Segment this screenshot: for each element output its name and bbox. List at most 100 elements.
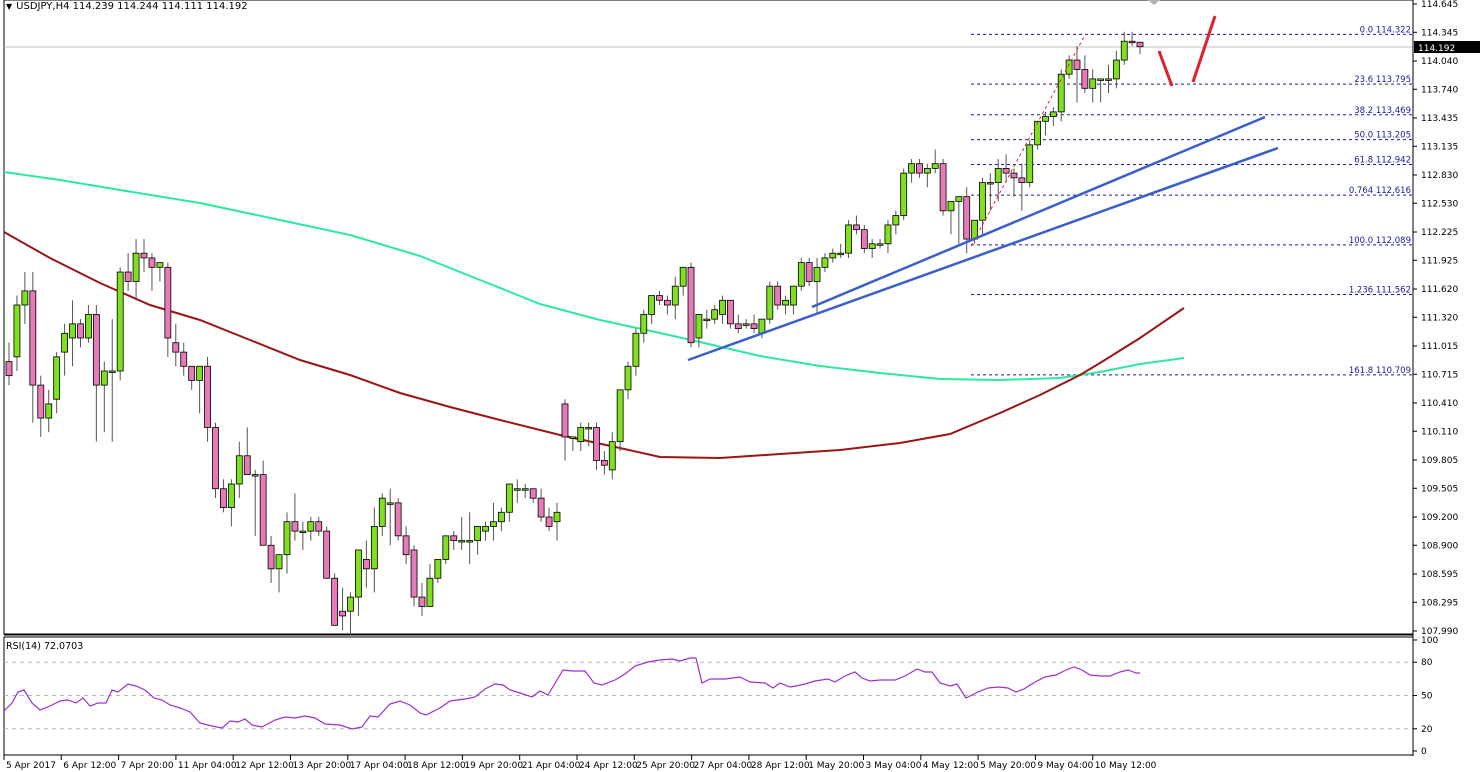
bull-candle <box>227 483 235 508</box>
bull-candle <box>442 535 450 560</box>
bear-candle <box>537 497 545 518</box>
time-tick-label: 27 Apr 04:00 <box>694 761 753 771</box>
dropdown-triangle-icon[interactable]: ▼ <box>6 2 13 11</box>
bull-candle <box>1089 78 1097 89</box>
time-tick-label: 7 Apr 20:00 <box>121 761 174 771</box>
rsi-tick-label: 80 <box>1421 658 1433 668</box>
bull-candle <box>648 295 656 315</box>
bull-candle <box>900 172 908 216</box>
bull-candle <box>13 304 21 358</box>
bear-candle <box>529 488 537 499</box>
price-tick-label: 114.645 <box>1421 0 1458 10</box>
bear-candle <box>410 549 418 598</box>
price-tick-label: 111.015 <box>1421 342 1458 352</box>
bear-candle <box>77 323 84 339</box>
bull-candle <box>235 455 243 485</box>
bull-candle <box>971 219 978 240</box>
bear-candle <box>204 365 211 428</box>
bear-candle <box>212 427 219 490</box>
bull-candle <box>790 285 797 306</box>
bear-candle <box>148 257 156 268</box>
price-tick-label: 111.320 <box>1421 313 1458 323</box>
fib-level-label: 100.0 112.089 <box>1349 236 1411 246</box>
bull-candle <box>892 215 900 226</box>
time-tick-label: 5 May 20:00 <box>980 761 1036 771</box>
bear-candle <box>1010 172 1018 179</box>
time-tick-label: 17 Apr 04:00 <box>350 761 409 771</box>
bull-candle <box>616 389 624 443</box>
bull-candle <box>908 163 915 174</box>
bear-candle <box>1128 40 1136 44</box>
bull-candle <box>884 224 892 245</box>
bull-candle <box>474 526 481 541</box>
bear-candle <box>188 365 196 381</box>
bear-candle <box>267 544 275 570</box>
bull-candle <box>100 370 108 386</box>
bull-candle <box>679 266 687 287</box>
bull-candle <box>116 271 124 372</box>
bear-candle <box>220 488 227 508</box>
bull-candle <box>671 285 679 306</box>
bull-candle <box>513 488 521 491</box>
bull-candle <box>577 427 585 443</box>
bear-candle <box>853 224 860 231</box>
bear-candle <box>339 610 346 617</box>
bull-candle <box>347 596 354 612</box>
fib-level-label: 0.764 112.616 <box>1349 186 1411 196</box>
bear-candle <box>180 351 188 367</box>
bull-candle <box>845 224 852 254</box>
bull-candle <box>569 436 577 439</box>
price-tick-label: 110.110 <box>1421 427 1458 437</box>
bear-candle <box>331 577 339 626</box>
bear-candle <box>323 530 331 579</box>
bear-candle <box>450 535 458 541</box>
bull-candle <box>931 163 939 169</box>
rsi-title: RSI(14) 72.0703 <box>6 641 84 652</box>
bull-candle <box>1120 40 1128 61</box>
bear-candle <box>1073 59 1081 70</box>
bull-candle <box>299 530 307 534</box>
bear-candle <box>29 290 37 386</box>
bull-candle <box>1097 78 1105 81</box>
bull-candle <box>426 577 434 607</box>
price-tick-label: 113.435 <box>1421 114 1458 124</box>
rsi-levels: 100 80 50 20 0 <box>4 636 1438 757</box>
price-tick-label: 114.345 <box>1421 28 1458 38</box>
current-price-label: 114.192 <box>1418 44 1455 54</box>
price-tick-label: 107.990 <box>1421 627 1458 637</box>
bull-candle <box>1105 78 1112 81</box>
bull-candle <box>994 168 1002 183</box>
price-tick-label: 108.900 <box>1421 541 1458 551</box>
bull-candle <box>695 314 703 339</box>
chart-title: ▼ USDJPY,H4 114.239 114.244 114.111 114.1… <box>6 1 248 12</box>
bear-candle <box>362 558 370 570</box>
time-tick-label: 12 Apr 12:00 <box>235 761 294 771</box>
price-tick-label: 110.410 <box>1421 399 1458 409</box>
bull-candle <box>1065 59 1073 75</box>
bull-candle <box>69 323 76 339</box>
ma-fast-line <box>3 171 1185 382</box>
fibonacci-levels: 0.0 114.322 23.6 113.795 38.2 113.469 50.0 … <box>971 25 1413 376</box>
bull-candle <box>640 314 648 334</box>
bull-candle <box>1049 111 1057 117</box>
bear-candle <box>774 285 782 306</box>
bear-candle <box>561 403 569 438</box>
time-tick-label: 3 May 04:00 <box>866 761 922 771</box>
bull-candle <box>608 441 616 471</box>
bull-candle <box>632 332 640 367</box>
bull-candle <box>703 318 711 322</box>
bull-candle <box>490 521 497 527</box>
scroll-marker-icon[interactable] <box>1148 0 1160 5</box>
time-tick-label: 24 Apr 12:00 <box>579 761 638 771</box>
bear-candle <box>1136 41 1144 48</box>
bull-candle <box>196 365 204 381</box>
projection-arrow-up <box>1191 15 1217 83</box>
bear-candle <box>963 196 971 240</box>
bear-candle <box>140 252 148 259</box>
price-tick-label: 108.295 <box>1421 598 1458 608</box>
fib-level-label: 161.8 110.709 <box>1349 366 1411 376</box>
time-tick-label: 19 Apr 20:00 <box>464 761 523 771</box>
bear-candle <box>750 323 758 329</box>
rsi-tick-label: 100 <box>1421 636 1438 646</box>
bear-candle <box>860 229 868 249</box>
